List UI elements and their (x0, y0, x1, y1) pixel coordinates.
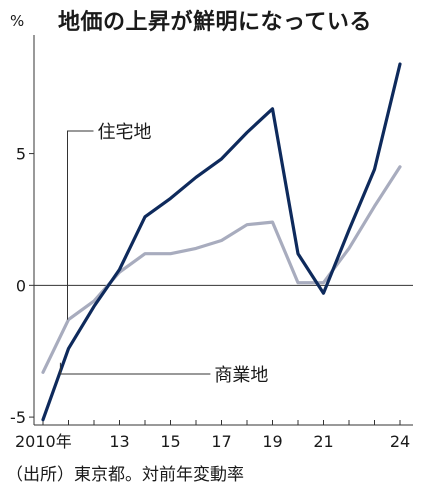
residential-leader-line (67, 130, 94, 320)
chart-title: 地価の上昇が鮮明になっている (58, 10, 372, 35)
x-tick-label: 15 (160, 432, 180, 451)
commercial-label: 商業地 (214, 365, 268, 386)
commercial-leader-line (59, 362, 211, 375)
residential-label: 住宅地 (98, 122, 152, 143)
y-tick-label: 0 (16, 276, 26, 295)
source-note: （出所）東京都。対前年変動率 (6, 465, 244, 485)
y-tick-label: -5 (10, 408, 26, 427)
series-layer (41, 62, 402, 422)
x-tick-label: 17 (211, 432, 231, 451)
axes-layer: 5 0 -5 2010年 13 15 17 19 21 24 (10, 35, 413, 451)
series-line (41, 165, 402, 374)
y-unit-label: % (10, 12, 25, 30)
x-tick-label: 24 (390, 432, 410, 451)
x-tick-label: 21 (313, 432, 333, 451)
x-tick-label: 19 (262, 432, 282, 451)
x-tick-label: 2010年 (15, 432, 72, 451)
x-tick-label: 13 (109, 432, 129, 451)
series-line (41, 62, 402, 422)
y-tick-label: 5 (16, 145, 26, 164)
